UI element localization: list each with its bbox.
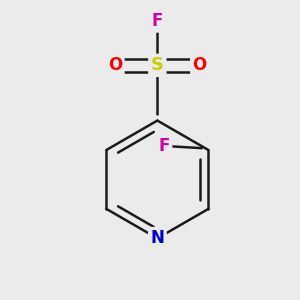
Text: F: F bbox=[158, 137, 170, 155]
Text: S: S bbox=[151, 56, 164, 74]
Text: F: F bbox=[152, 12, 163, 30]
Text: O: O bbox=[193, 56, 207, 74]
Text: O: O bbox=[108, 56, 122, 74]
Text: N: N bbox=[150, 229, 164, 247]
